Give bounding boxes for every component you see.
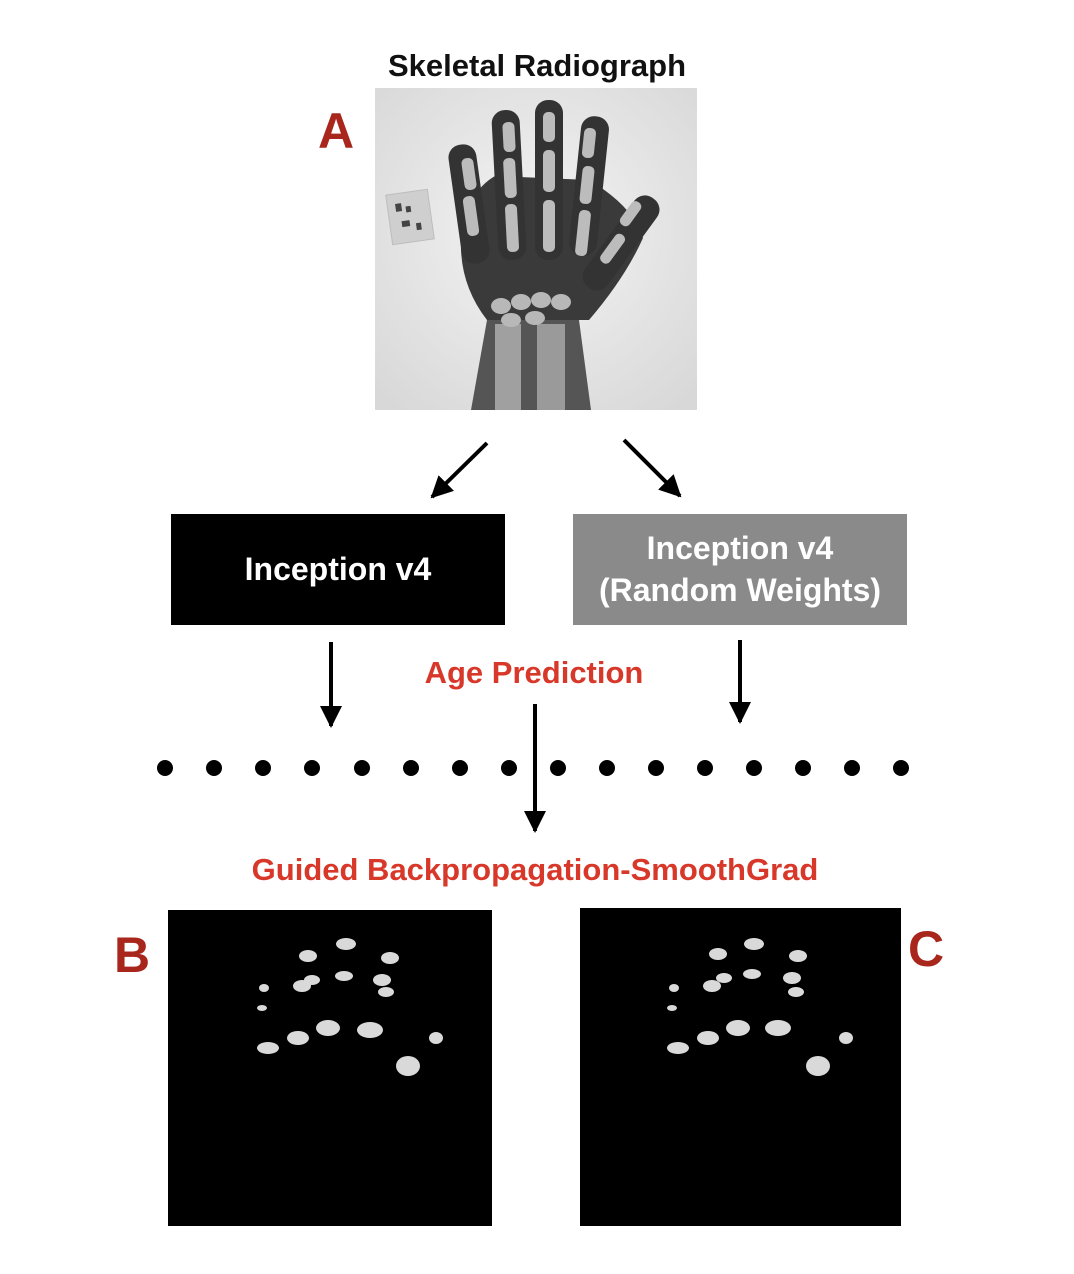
saliency-spots-c [667,938,853,1076]
panel-label-b: B [114,927,151,983]
arrow-to-inception-random [622,438,682,498]
diagram-title: Skeletal Radiograph [387,48,687,83]
inception-v4-random-label-line2: (Random Weights) [598,571,882,608]
hand-xray-drawing [375,88,697,410]
hand-radiograph-image [375,88,697,410]
panel-label-c: C [908,921,945,977]
arrow-to-inception [430,441,489,499]
inception-v4-random-box: Inception v4 (Random Weights) [573,514,907,625]
inception-v4-random-label-line1: Inception v4 [646,529,834,566]
saliency-method-label: Guided Backpropagation-SmoothGrad [251,852,819,887]
inception-v4-label: Inception v4 [244,550,432,587]
saliency-map-inception [168,910,492,1226]
age-prediction-label: Age Prediction [424,655,644,690]
dotted-separator [157,760,909,776]
panel-label-a: A [318,103,355,159]
inception-v4-box: Inception v4 [171,514,505,625]
saliency-map-random-weights [580,908,901,1226]
saliency-spots-b [257,938,443,1076]
